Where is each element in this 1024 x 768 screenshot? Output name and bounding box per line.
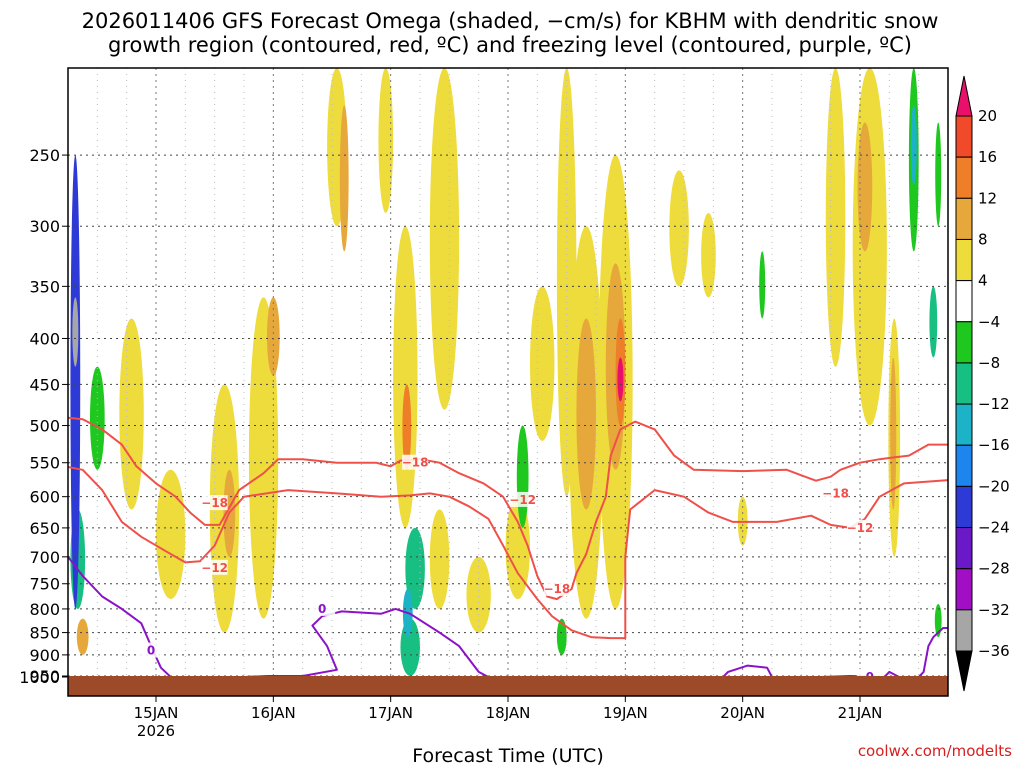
- omega-blob-36: [759, 251, 765, 318]
- colorbar-bin-7: [956, 404, 972, 445]
- omega-blob-3: [77, 619, 89, 655]
- omega-blob-19: [430, 68, 459, 410]
- omega-blob-46: [929, 286, 937, 357]
- contour-label-freezing-0-0: 0: [147, 644, 155, 658]
- x-tick-label-18JAN: 18JAN: [486, 704, 531, 722]
- contour-label-dgz-minus18-2: −18: [544, 582, 571, 596]
- x-tick-label-20JAN: 20JAN: [720, 704, 765, 722]
- contour-label-dgz-minus18-1: −18: [402, 456, 429, 470]
- y-tick-label-400: 400: [29, 329, 60, 348]
- y-tick-label-550: 550: [29, 454, 60, 473]
- x-tick-year-label: 2026: [137, 722, 175, 740]
- chart-title-line-1: 2026011406 GFS Forecast Omega (shaded, −…: [82, 9, 939, 33]
- omega-blob-21: [466, 557, 490, 633]
- x-tick-label-19JAN: 19JAN: [603, 704, 648, 722]
- colorbar-label-13: −36: [978, 642, 1010, 660]
- y-tick-label-500: 500: [29, 417, 60, 436]
- x-axis-label: Forecast Time (UTC): [412, 745, 603, 767]
- y-tick-label-450: 450: [29, 375, 60, 394]
- colorbar-label-6: −8: [978, 354, 1000, 372]
- omega-blob-44: [935, 123, 941, 227]
- omega-blob-38: [853, 68, 887, 426]
- pressure-axis: 250 300 350 400 450 500 550 600 650 700 750 800 850 9…: [19, 146, 68, 687]
- y-tick-label-900: 900: [29, 646, 60, 665]
- colorbar-label-1: 16: [978, 148, 997, 166]
- colorbar-label-12: −32: [978, 601, 1010, 619]
- colorbar-label-5: −4: [978, 313, 1000, 331]
- y-tick-label-800: 800: [29, 600, 60, 619]
- chart-title-line-2: growth region (contoured, red, ºC) and f…: [108, 33, 912, 57]
- plot-area: −12−12−12−18−18−18−18000: [68, 68, 948, 696]
- colorbar-label-4: 4: [978, 272, 988, 290]
- omega-blob-20: [430, 509, 450, 608]
- contour-label-freezing-0-1: 0: [318, 602, 326, 616]
- colorbar-top-arrow: [956, 76, 972, 116]
- colorbar-bin-8: [956, 445, 972, 486]
- omega-blob-41: [890, 358, 896, 510]
- colorbar-label-11: −28: [978, 560, 1010, 578]
- omega-blob-28: [576, 318, 596, 509]
- colorbar-bin-6: [956, 363, 972, 404]
- omega-blob-6: [156, 470, 185, 599]
- colorbar-bottom-arrow: [956, 651, 972, 691]
- colorbar-bin-9: [956, 486, 972, 527]
- x-tick-label-15JAN: 15JAN: [134, 704, 179, 722]
- omega-blob-43: [911, 105, 917, 185]
- y-tick-label-600: 600: [29, 488, 60, 507]
- contour-label-dgz-minus18-0: −18: [201, 496, 228, 510]
- colorbar-label-3: 8: [978, 230, 988, 248]
- colorbar-bin-11: [956, 569, 972, 610]
- x-tick-label-21JAN: 21JAN: [838, 704, 883, 722]
- y-tick-label-650: 650: [29, 519, 60, 538]
- colorbar-label-2: 12: [978, 189, 997, 207]
- x-tick-label-17JAN: 17JAN: [368, 704, 413, 722]
- ground-surface-band: [68, 676, 948, 696]
- source-credit: coolwx.com/modelts: [858, 742, 1012, 760]
- contour-label-dgz-minus12-2: −12: [847, 521, 874, 535]
- omega-blob-24: [530, 286, 554, 440]
- contour-label-dgz-minus12-0: −12: [201, 561, 228, 575]
- omega-blob-37: [826, 68, 846, 367]
- contour-label-dgz-minus18-3: −18: [822, 486, 849, 500]
- y-tick-label-850: 850: [29, 624, 60, 643]
- colorbar-label-9: −20: [978, 477, 1010, 495]
- omega-cross-section-chart: 2026011406 GFS Forecast Omega (shaded, −…: [0, 0, 1024, 768]
- y-tick-label-350: 350: [29, 277, 60, 296]
- colorbar-bin-0: [956, 116, 972, 157]
- omega-blob-12: [340, 105, 349, 251]
- colorbar-bin-1: [956, 157, 972, 198]
- y-tick-label-700: 700: [29, 548, 60, 567]
- colorbar-bin-5: [956, 322, 972, 363]
- omega-blob-33: [669, 170, 689, 286]
- colorbar-label-0: 20: [978, 107, 997, 125]
- colorbar-bin-2: [956, 198, 972, 239]
- omega-blob-23: [517, 426, 529, 528]
- y-tick-label-250: 250: [29, 146, 60, 165]
- contour-label-dgz-minus12-1: −12: [509, 493, 536, 507]
- y-tick-label-750: 750: [29, 575, 60, 594]
- colorbar: 20 16 12 8 4 −4 −8 −12 −16 −20 −24 −28 −32 −36: [956, 76, 1010, 691]
- colorbar-bin-12: [956, 610, 972, 651]
- colorbar-bin-10: [956, 528, 972, 569]
- y-tick-label-300: 300: [29, 217, 60, 236]
- omega-blob-5: [119, 318, 143, 509]
- x-tick-label-16JAN: 16JAN: [251, 704, 296, 722]
- omega-blob-32: [617, 358, 623, 402]
- colorbar-label-8: −16: [978, 436, 1010, 454]
- colorbar-bin-3: [956, 239, 972, 280]
- omega-blob-14: [393, 226, 417, 528]
- y-tick-label-1000: 1000: [19, 668, 60, 687]
- omega-blob-1: [72, 297, 78, 366]
- omega-blob-4: [90, 367, 105, 470]
- omega-blob-0: [70, 155, 80, 609]
- colorbar-label-7: −12: [978, 395, 1010, 413]
- colorbar-label-10: −24: [978, 519, 1010, 537]
- colorbar-bin-4: [956, 281, 972, 322]
